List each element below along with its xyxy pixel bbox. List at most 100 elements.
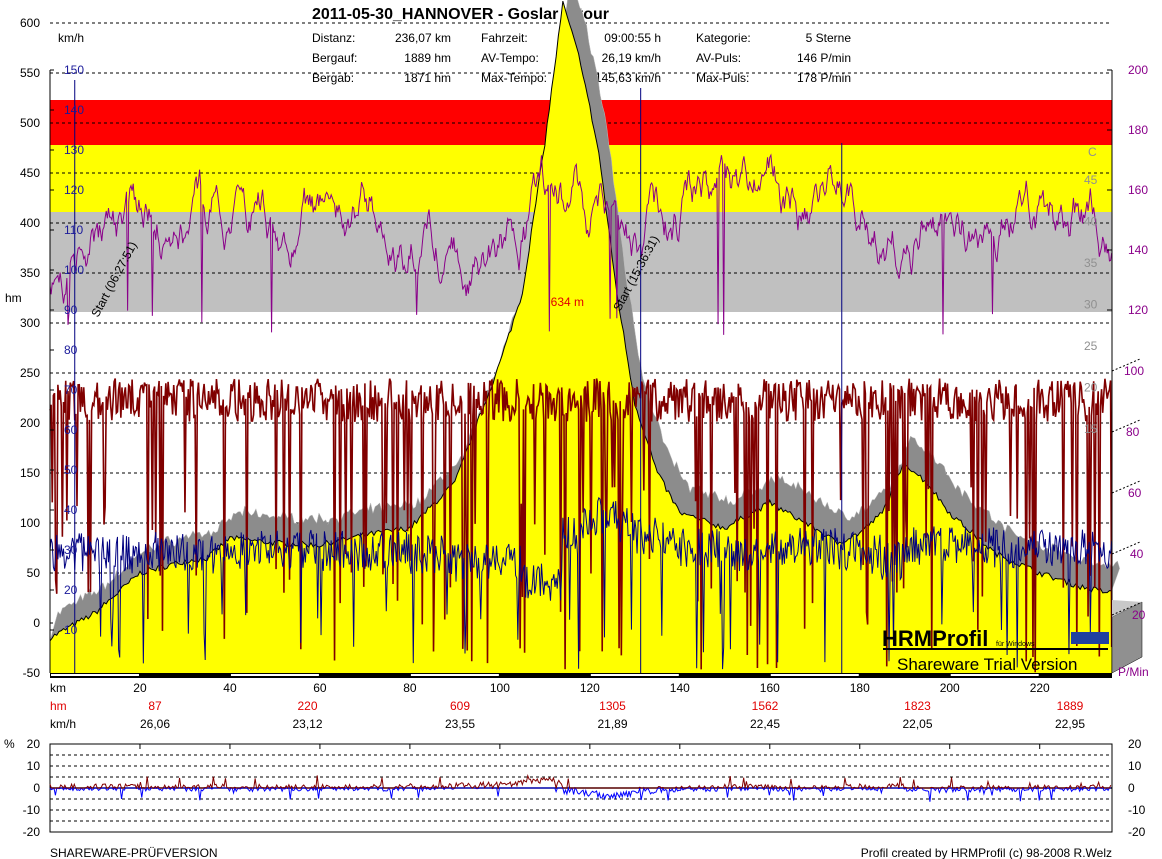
speed-tick-label: 130: [64, 143, 84, 157]
stat-value: 236,07 km: [395, 31, 451, 45]
stat-label: AV-Tempo:: [481, 51, 539, 65]
elevation-tick-label: 500: [20, 116, 40, 130]
x-tick-label: 140: [670, 681, 690, 695]
stat-label: AV-Puls:: [696, 51, 741, 65]
elevation-tick-label: 50: [27, 566, 41, 580]
pulse-axis-unit: P/Min: [1118, 665, 1149, 679]
summary-hm-value: 1823: [904, 699, 931, 713]
elevation-tick-label: 250: [20, 366, 40, 380]
pulse-tick-label: 60: [1128, 486, 1142, 500]
slope-tick-right: 10: [1128, 759, 1142, 773]
summary-kmh-value: 23,55: [445, 717, 475, 731]
slope-tick-left: 10: [27, 759, 41, 773]
stat-value: 26,19 km/h: [602, 51, 661, 65]
speed-tick-label: 80: [64, 343, 78, 357]
stat-label: Bergauf:: [312, 51, 357, 65]
summary-kmh-value: 22,45: [750, 717, 780, 731]
summary-hm-label: hm: [50, 699, 67, 713]
km-scale-segment: [950, 674, 1039, 676]
slope-tick-right: -10: [1128, 803, 1146, 817]
pulse-tick-label: 120: [1128, 303, 1148, 317]
summary-kmh-value: 23,12: [292, 717, 322, 731]
km-scale-segment: [590, 674, 679, 676]
x-tick-label: 60: [313, 681, 327, 695]
elevation-tick-label: 100: [20, 516, 40, 530]
speed-tick-label: 70: [64, 383, 78, 397]
stat-label: Kategorie:: [696, 31, 751, 45]
temperature-tick-label: 15: [1084, 422, 1098, 436]
axes: [49, 70, 1143, 678]
pulse-tick: [1111, 602, 1141, 616]
x-tick-label: 100: [490, 681, 510, 695]
elevation-tick-label: -50: [23, 666, 41, 680]
stat-label: Bergab:: [312, 71, 354, 85]
x-tick-label: 20: [133, 681, 147, 695]
speed-tick-label: 50: [64, 463, 78, 477]
x-tick-label: 180: [850, 681, 870, 695]
speed-tick-label: 10: [64, 623, 78, 637]
temperature-tick-label: 45: [1084, 173, 1098, 187]
stat-value: 1871 hm: [404, 71, 451, 85]
speed-tick-label: 150: [64, 63, 84, 77]
watermark: HRMProfil für Windows Shareware Trial Ve…: [882, 626, 1109, 674]
stat-value: 5 Sterne: [806, 31, 852, 45]
speed-tick-label: 140: [64, 103, 84, 117]
pulse-tick-label: 140: [1128, 243, 1148, 257]
slope-tick-left: -10: [23, 803, 41, 817]
axis-labels: 150140130120110100908070605040302010hm65…: [5, 16, 1149, 731]
watermark-trial: Shareware Trial Version: [897, 655, 1077, 674]
km-scale-bar: [50, 673, 1112, 678]
summary-kmh-value: 22,95: [1055, 717, 1085, 731]
watermark-sub: für Windows: [996, 641, 1035, 648]
speed-tick-label: 120: [64, 183, 84, 197]
speed-tick-label: 100: [64, 263, 84, 277]
peak-elevation-label: 634 m: [551, 295, 584, 309]
summary-hm-value: 1305: [599, 699, 626, 713]
stat-label: Distanz:: [312, 31, 355, 45]
km-scale-segment: [770, 674, 859, 676]
elevation-tick-label: 150: [20, 466, 40, 480]
pulse-tick: [1111, 480, 1141, 494]
km-scale-segment: [410, 674, 499, 676]
x-tick-label: 220: [1030, 681, 1050, 695]
watermark-logo: HRMProfil: [882, 626, 988, 651]
temperature-tick-label: 20: [1084, 381, 1098, 395]
temperature-tick-label: 25: [1084, 339, 1098, 353]
chart-title: 2011-05-30_HANNOVER - Goslar retour: [312, 6, 609, 23]
stat-value: 09:00:55 h: [604, 31, 661, 45]
summary-hm-value: 87: [148, 699, 162, 713]
speed-tick-label: 110: [64, 223, 83, 237]
elevation-tick-label: 350: [20, 266, 40, 280]
summary-hm-value: 1562: [752, 699, 779, 713]
km-scale-segment: [230, 674, 319, 676]
pulse-tick-label: 180: [1128, 123, 1148, 137]
summary-hm-value: 609: [450, 699, 470, 713]
footer-left: SHAREWARE-PRÜFVERSION: [50, 846, 218, 859]
pulse-tick: [1111, 358, 1141, 372]
speed-tick-label: 40: [64, 503, 78, 517]
temperature-tick-label: 35: [1084, 256, 1098, 270]
stat-value: 146 P/min: [797, 51, 851, 65]
slope-tick-right: 20: [1128, 737, 1142, 751]
x-tick-label: 80: [403, 681, 417, 695]
speed-axis-unit: km/h: [58, 31, 84, 45]
summary-hm-value: 1889: [1057, 699, 1084, 713]
stat-label: Max-Tempo:: [481, 71, 547, 85]
x-tick-label: 160: [760, 681, 780, 695]
speed-tick-label: 30: [64, 543, 78, 557]
stat-value: 145,63 km/h: [595, 71, 661, 85]
slope-axis-unit: %: [4, 737, 15, 751]
elevation-tick-label: 200: [20, 416, 40, 430]
pulse-tick-label: 20: [1132, 608, 1146, 622]
stat-label: Max-Puls:: [696, 71, 749, 85]
elevation-tick-label: 300: [20, 316, 40, 330]
temperature-tick-label: 40: [1084, 215, 1098, 229]
x-tick-label: 120: [580, 681, 600, 695]
pulse-tick-label: 200: [1128, 63, 1148, 77]
stat-value: 178 P/min: [797, 71, 851, 85]
pulse-tick-label: 40: [1130, 547, 1144, 561]
temperature-tick-label: 30: [1084, 298, 1098, 312]
elevation-tick-label: 400: [20, 216, 40, 230]
summary-hm-value: 220: [297, 699, 317, 713]
